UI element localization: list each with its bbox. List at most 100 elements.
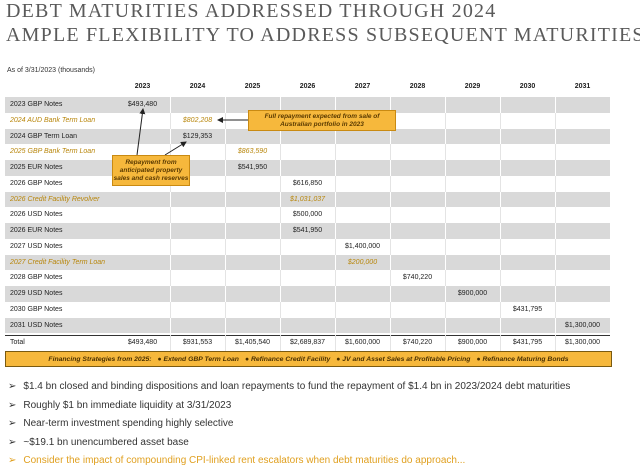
column-divider [225, 317, 226, 334]
column-divider [500, 254, 501, 271]
table-row [5, 207, 610, 223]
column-divider [445, 270, 446, 286]
cell-value: $493,480 [127, 101, 158, 108]
column-divider [445, 207, 446, 223]
cell-value: $493,480 [127, 339, 158, 347]
bullet: Consider the impact of compounding CPI-l… [8, 455, 465, 466]
cell-value: $2,689,837 [289, 339, 326, 347]
table-row [5, 254, 610, 271]
column-divider [280, 301, 281, 318]
column-divider [555, 270, 556, 286]
column-divider [170, 317, 171, 334]
column-divider [500, 286, 501, 302]
column-divider [390, 223, 391, 239]
column-divider [280, 191, 281, 208]
table-row [5, 270, 610, 286]
cell-value: $740,220 [402, 339, 433, 347]
row-label: 2023 GBP Notes [10, 101, 63, 108]
column-divider [225, 207, 226, 223]
financing-item: Refinance Maturing Bonds [476, 356, 568, 363]
column-divider [555, 254, 556, 271]
column-divider [555, 335, 556, 351]
column-divider [335, 144, 336, 160]
column-divider [280, 207, 281, 223]
row-label: 2024 AUD Bank Term Loan [10, 116, 96, 124]
column-divider [500, 223, 501, 239]
column-divider [500, 301, 501, 318]
column-divider [555, 160, 556, 176]
cell-value: $200,000 [347, 258, 378, 266]
column-divider [280, 175, 281, 192]
column-divider [225, 112, 226, 129]
column-divider [225, 128, 226, 145]
column-divider [445, 112, 446, 129]
cell-value: $1,405,540 [234, 339, 271, 347]
row-label: 2026 USD Notes [10, 211, 63, 219]
row-label: 2024 GBP Term Loan [10, 132, 78, 140]
column-divider [500, 97, 501, 113]
column-divider [280, 128, 281, 145]
table-row [5, 128, 610, 145]
column-divider [170, 301, 171, 318]
arrows [136, 108, 248, 156]
column-divider [445, 335, 446, 351]
column-divider [280, 238, 281, 255]
column-divider [500, 112, 501, 129]
arrow [164, 141, 187, 156]
column-divider [445, 317, 446, 334]
column-divider [445, 97, 446, 113]
column-divider [225, 160, 226, 176]
column-divider [280, 97, 281, 113]
column-divider [500, 238, 501, 255]
column-divider [280, 270, 281, 286]
table-row [5, 223, 610, 239]
column-divider [555, 286, 556, 302]
column-divider [390, 301, 391, 318]
row-label: 2031 USD Notes [10, 321, 63, 329]
row-label: 2029 USD Notes [10, 290, 63, 297]
row-label: Total [10, 339, 25, 347]
column-divider [500, 128, 501, 145]
column-divider [335, 270, 336, 286]
column-divider [225, 254, 226, 271]
column-divider [500, 207, 501, 223]
column-divider [335, 317, 336, 334]
column-divider [555, 97, 556, 113]
cell-value: $541,950 [292, 227, 323, 234]
column-divider [335, 286, 336, 302]
column-header: 2027 [354, 83, 371, 91]
cell-value: $900,000 [457, 290, 488, 297]
column-divider [500, 191, 501, 208]
column-divider [390, 270, 391, 286]
cell-value: $500,000 [292, 211, 323, 219]
column-divider [335, 128, 336, 145]
column-divider [445, 238, 446, 255]
column-divider [445, 254, 446, 271]
column-divider [445, 128, 446, 145]
column-divider [500, 335, 501, 351]
column-divider [280, 317, 281, 334]
column-divider [335, 160, 336, 176]
column-divider [170, 335, 171, 351]
column-divider [225, 270, 226, 286]
column-divider [170, 97, 171, 113]
table-row [5, 286, 610, 302]
column-divider [390, 144, 391, 160]
column-divider [445, 286, 446, 302]
row-label: 2026 GBP Notes [10, 179, 63, 187]
column-divider [555, 301, 556, 318]
row-label: 2025 GBP Bank Term Loan [10, 148, 96, 156]
title-line: DEBT MATURITIES ADDRESSED THROUGH 2024 [6, 0, 497, 22]
column-divider [170, 112, 171, 129]
financing-item: Refinance Credit Facility [245, 356, 330, 363]
column-divider [225, 286, 226, 302]
column-header: 2029 [464, 83, 481, 91]
column-divider [555, 144, 556, 160]
column-divider [445, 223, 446, 239]
column-divider [390, 335, 391, 351]
column-divider [170, 128, 171, 145]
column-divider [390, 175, 391, 192]
cell-value: $1,600,000 [344, 339, 381, 347]
column-divider [390, 317, 391, 334]
